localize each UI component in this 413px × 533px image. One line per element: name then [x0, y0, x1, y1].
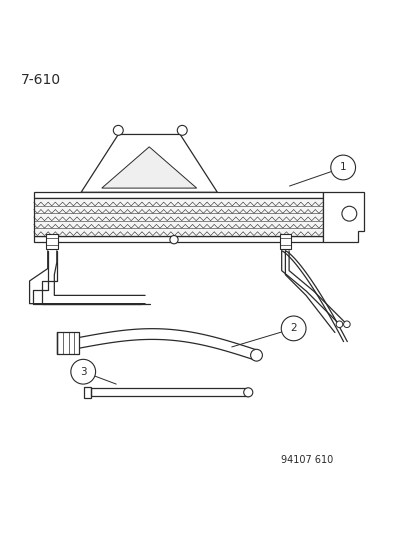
- Circle shape: [280, 316, 305, 341]
- Bar: [57, 332, 79, 353]
- Polygon shape: [102, 147, 196, 188]
- Circle shape: [341, 206, 356, 221]
- Circle shape: [169, 236, 178, 244]
- Text: 94107 610: 94107 610: [280, 455, 333, 465]
- Circle shape: [113, 125, 123, 135]
- Text: 7-610: 7-610: [21, 72, 61, 86]
- Circle shape: [243, 388, 252, 397]
- Bar: [33, 192, 322, 198]
- Circle shape: [330, 155, 355, 180]
- Circle shape: [71, 359, 95, 384]
- Text: 2: 2: [290, 324, 296, 334]
- Bar: [33, 198, 322, 236]
- Bar: [33, 236, 322, 242]
- Bar: [279, 235, 290, 249]
- Circle shape: [343, 321, 349, 328]
- Text: 3: 3: [80, 367, 86, 377]
- Circle shape: [177, 125, 187, 135]
- Polygon shape: [81, 134, 217, 192]
- Bar: [46, 235, 58, 249]
- Text: 1: 1: [339, 163, 346, 173]
- Circle shape: [250, 349, 262, 361]
- Bar: [84, 386, 91, 398]
- Polygon shape: [322, 192, 363, 242]
- Circle shape: [335, 321, 342, 328]
